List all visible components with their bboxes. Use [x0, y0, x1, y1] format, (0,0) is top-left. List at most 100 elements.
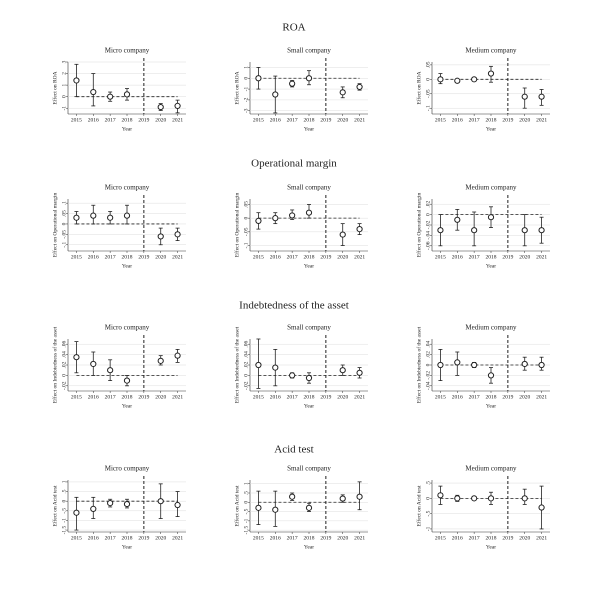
- estimate-point: [107, 500, 114, 507]
- x-tick-label: 2017: [105, 535, 116, 541]
- y-tick-label: -.02: [425, 220, 431, 229]
- section-title: Operational margin: [251, 158, 337, 170]
- estimate-point: [90, 360, 97, 368]
- x-tick-label: 2015: [435, 254, 446, 260]
- panel-title: Medium company: [465, 47, 517, 55]
- panel-title: Micro company: [105, 184, 150, 192]
- x-tick-label: 2021: [354, 535, 365, 541]
- x-tick-label: 2020: [519, 117, 530, 123]
- y-tick-label: .02: [425, 351, 431, 358]
- y-tick-label: .06: [243, 341, 249, 348]
- y-tick-label: -1: [243, 518, 249, 523]
- estimate-point: [356, 83, 363, 91]
- y-tick-label: 0: [425, 213, 431, 216]
- y-tick-label: -1: [61, 518, 67, 523]
- x-tick-label: 2020: [337, 535, 348, 541]
- y-tick-label: .05: [425, 61, 431, 68]
- panel-title: Medium company: [465, 184, 517, 192]
- panel-title: Medium company: [465, 465, 517, 473]
- x-tick-label: 2019: [320, 394, 331, 400]
- x-tick-label: 2016: [452, 394, 463, 400]
- x-tick-label: 2017: [105, 117, 116, 123]
- panel-title: Micro company: [105, 47, 150, 55]
- y-tick-label: -.1: [425, 105, 431, 111]
- x-tick-label: 2021: [354, 254, 365, 260]
- y-tick-label: 0: [425, 78, 431, 81]
- y-tick-label: 0: [61, 374, 67, 377]
- estimate-point: [123, 212, 131, 219]
- x-tick-label: 2016: [452, 535, 463, 541]
- estimate-point: [73, 354, 80, 361]
- x-axis-label: Year: [486, 126, 496, 132]
- x-tick-label: 2021: [536, 254, 547, 260]
- x-tick-label: 2021: [172, 254, 183, 260]
- x-tick-label: 2021: [172, 117, 183, 123]
- y-tick-label: .5: [61, 489, 67, 493]
- panel-title: Small company: [287, 47, 331, 55]
- estimate-point: [356, 369, 363, 376]
- estimate-point: [521, 93, 528, 100]
- x-tick-label: 2018: [486, 535, 497, 541]
- y-tick-label: -1: [61, 106, 67, 111]
- y-tick-label: .06: [61, 341, 67, 348]
- y-axis-label: Effect on Operational margin: [51, 193, 58, 258]
- estimate-point: [487, 372, 495, 379]
- y-tick-label: -1.5: [243, 526, 249, 535]
- x-tick-label: 2015: [435, 535, 446, 541]
- x-axis-label: Year: [122, 544, 132, 550]
- estimate-point: [107, 367, 114, 374]
- y-tick-label: 0: [243, 501, 249, 504]
- y-tick-label: -1: [425, 526, 431, 531]
- y-axis-label: Effect on Acid test: [51, 485, 58, 526]
- estimate-point: [356, 226, 363, 233]
- estimate-point: [471, 361, 478, 369]
- x-tick-label: 2015: [253, 117, 264, 123]
- x-axis-label: Year: [304, 403, 314, 409]
- panel-title: Medium company: [465, 324, 517, 332]
- estimate-point: [272, 506, 279, 513]
- y-tick-label: -.5: [425, 510, 431, 516]
- x-axis-label: Year: [122, 126, 132, 132]
- section-title: Indebtedness of the asset: [239, 300, 349, 312]
- x-tick-label: 2021: [536, 535, 547, 541]
- y-axis-label: Effect on Operational margin: [233, 193, 240, 258]
- estimate-point: [272, 364, 279, 371]
- x-tick-label: 2019: [138, 535, 149, 541]
- y-tick-label: .05: [61, 210, 67, 217]
- y-tick-label: .04: [243, 351, 249, 358]
- y-tick-label: .05: [243, 201, 249, 208]
- panel-title: Micro company: [105, 324, 150, 332]
- x-tick-label: 2016: [270, 394, 281, 400]
- x-axis-label: Year: [486, 403, 496, 409]
- x-tick-label: 2015: [71, 394, 82, 400]
- section-title: Acid test: [274, 444, 313, 456]
- estimate-point: [255, 75, 262, 82]
- y-tick-label: .5: [425, 481, 431, 485]
- y-tick-label: 2: [61, 72, 67, 75]
- estimate-point: [255, 504, 262, 511]
- estimate-point: [454, 495, 461, 502]
- estimate-point: [305, 374, 313, 382]
- estimate-point: [454, 216, 461, 223]
- estimate-point: [339, 495, 346, 502]
- x-tick-label: 2019: [138, 394, 149, 400]
- estimate-point: [174, 501, 181, 509]
- estimate-point: [157, 357, 164, 364]
- y-tick-label: -.02: [243, 381, 249, 390]
- x-tick-label: 2016: [270, 117, 281, 123]
- y-axis-label: Effect on Operational margin: [415, 193, 422, 258]
- estimate-point: [174, 352, 181, 359]
- x-tick-label: 2016: [88, 394, 99, 400]
- x-tick-label: 2016: [88, 117, 99, 123]
- estimate-point: [255, 361, 262, 369]
- y-tick-label: 1: [61, 480, 67, 483]
- x-tick-label: 2019: [502, 394, 513, 400]
- estimate-point: [123, 377, 131, 384]
- estimate-point: [90, 505, 97, 512]
- y-tick-label: -.5: [61, 508, 67, 514]
- x-tick-label: 2015: [71, 254, 82, 260]
- estimate-point: [437, 76, 444, 83]
- x-tick-label: 2017: [469, 394, 480, 400]
- y-tick-label: -.05: [425, 89, 431, 98]
- estimate-point: [107, 93, 114, 100]
